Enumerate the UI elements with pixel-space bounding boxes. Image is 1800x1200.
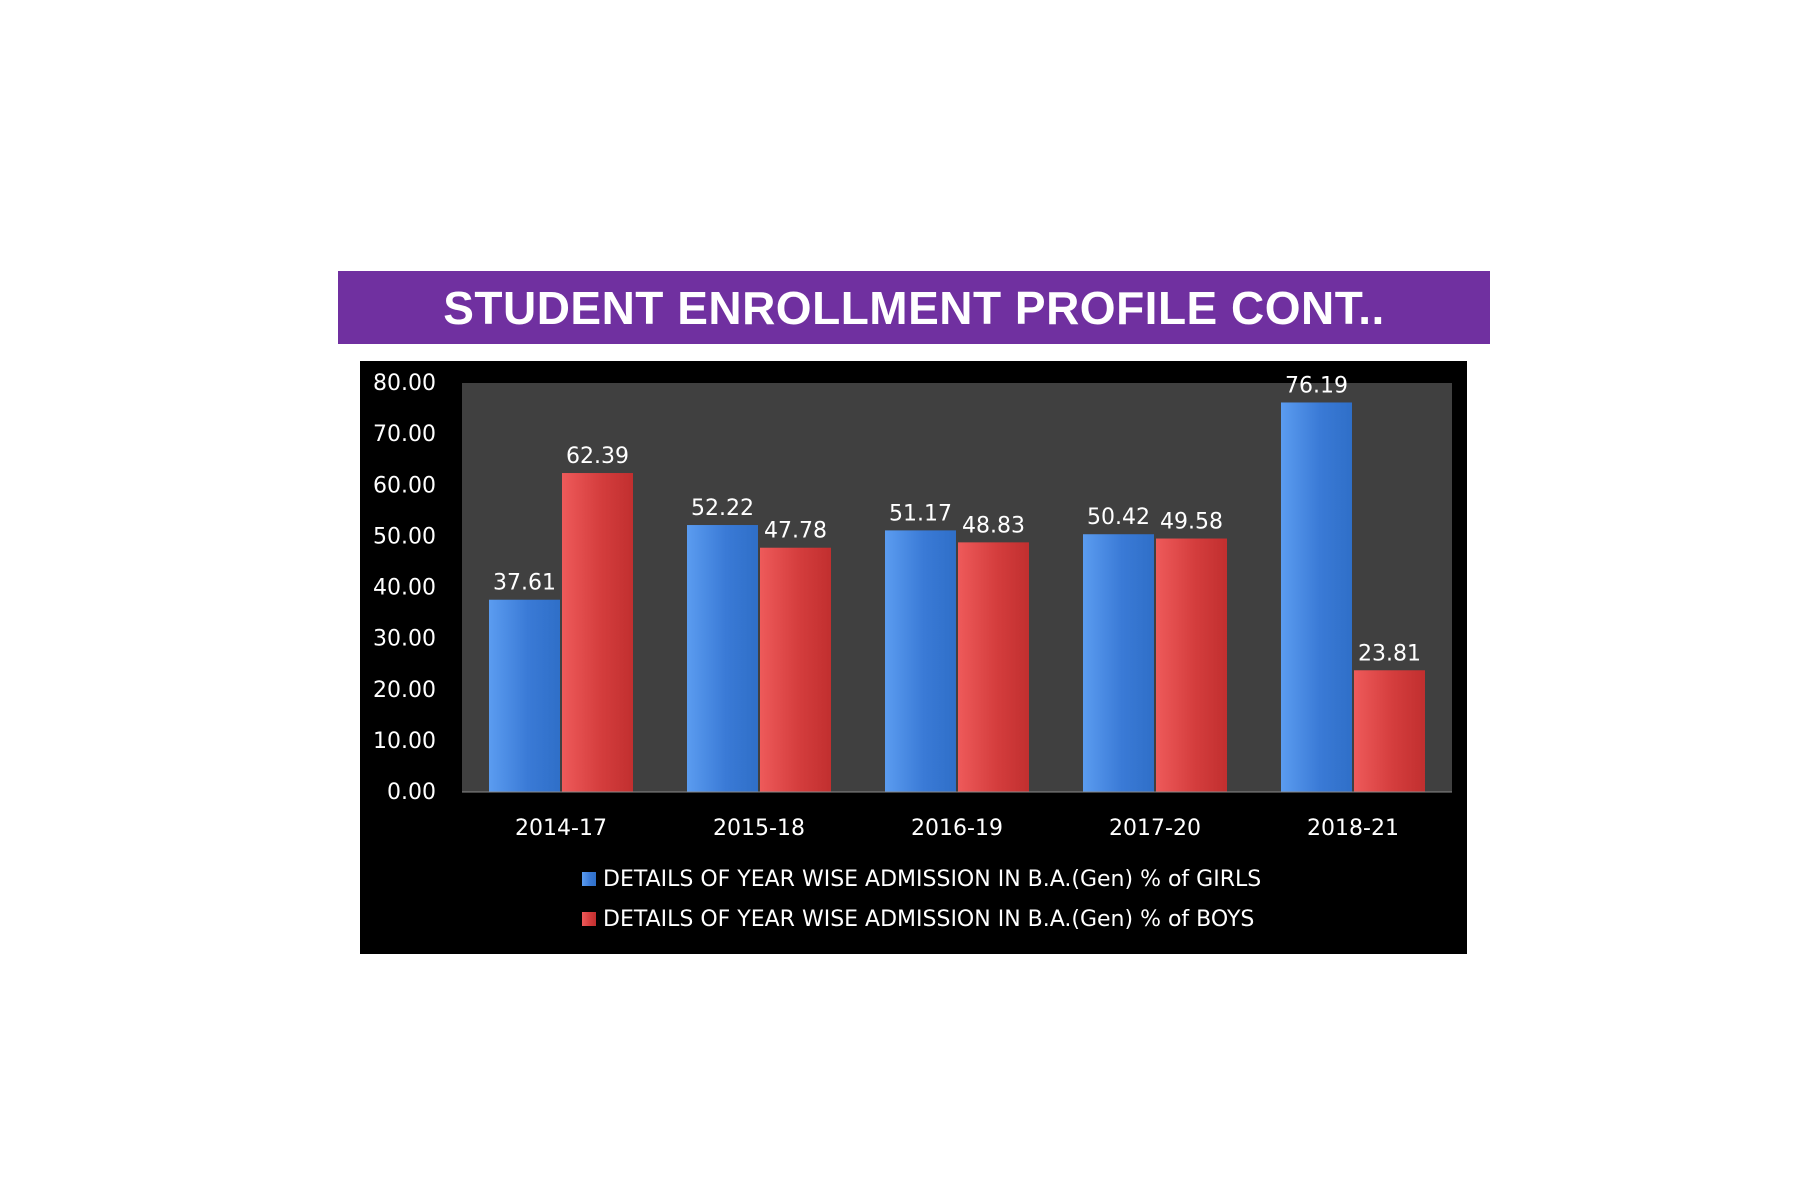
bar-boys — [1156, 538, 1227, 792]
y-tick-label: 60.00 — [373, 473, 436, 498]
bar-girls — [1281, 402, 1352, 792]
data-label: 47.78 — [764, 519, 827, 544]
data-label: 23.81 — [1358, 641, 1421, 666]
bar-boys — [760, 547, 831, 792]
y-tick-label: 70.00 — [373, 422, 436, 447]
x-tick-label: 2017-20 — [1109, 816, 1201, 841]
title-banner: STUDENT ENROLLMENT PROFILE CONT.. — [338, 271, 1490, 344]
x-tick-label: 2016-19 — [911, 816, 1003, 841]
y-tick-label: 80.00 — [373, 371, 436, 396]
data-label: 50.42 — [1087, 505, 1150, 530]
chart-container: 0.00 10.00 20.00 30.00 40.00 50.00 60.00 70.00 8… — [360, 361, 1467, 954]
legend: DETAILS OF YEAR WISE ADMISSION IN B.A.(G… — [582, 867, 1261, 932]
y-tick-label: 20.00 — [373, 678, 436, 703]
legend-label-boys: DETAILS OF YEAR WISE ADMISSION IN B.A.(G… — [603, 907, 1254, 932]
chart-title: STUDENT ENROLLMENT PROFILE CONT.. — [443, 281, 1385, 334]
data-label: 76.19 — [1285, 373, 1348, 398]
bar-boys — [958, 542, 1029, 792]
bar-girls — [687, 525, 758, 792]
legend-swatch-boys — [582, 912, 596, 926]
bar-girls — [1083, 534, 1154, 792]
data-label: 37.61 — [493, 571, 556, 596]
data-label: 49.58 — [1160, 510, 1223, 535]
x-tick-label: 2018-21 — [1307, 816, 1399, 841]
y-tick-label: 10.00 — [373, 729, 436, 754]
data-label: 51.17 — [889, 501, 952, 526]
bar-chart: 0.00 10.00 20.00 30.00 40.00 50.00 60.00 70.00 8… — [373, 371, 1452, 932]
bar-boys — [562, 473, 633, 792]
x-tick-label: 2014-17 — [515, 816, 607, 841]
y-tick-label: 50.00 — [373, 524, 436, 549]
data-label: 52.22 — [691, 496, 754, 521]
bar-boys — [1354, 670, 1425, 792]
y-tick-label: 0.00 — [387, 780, 436, 805]
data-label: 62.39 — [566, 444, 629, 469]
y-axis: 0.00 10.00 20.00 30.00 40.00 50.00 60.00 70.00 8… — [373, 371, 436, 805]
legend-label-girls: DETAILS OF YEAR WISE ADMISSION IN B.A.(G… — [603, 867, 1261, 892]
x-axis: 2014-17 2015-18 2016-19 2017-20 2018-21 — [462, 791, 1452, 841]
bar-girls — [489, 599, 560, 792]
bar-girls — [885, 530, 956, 792]
data-labels: 37.61 62.39 52.22 47.78 51.17 48.83 50.42 49.58… — [493, 373, 1421, 666]
data-label: 48.83 — [962, 513, 1025, 538]
y-tick-label: 30.00 — [373, 627, 436, 652]
x-tick-label: 2015-18 — [713, 816, 805, 841]
legend-swatch-girls — [582, 872, 596, 886]
bars — [489, 402, 1425, 792]
y-tick-label: 40.00 — [373, 576, 436, 601]
